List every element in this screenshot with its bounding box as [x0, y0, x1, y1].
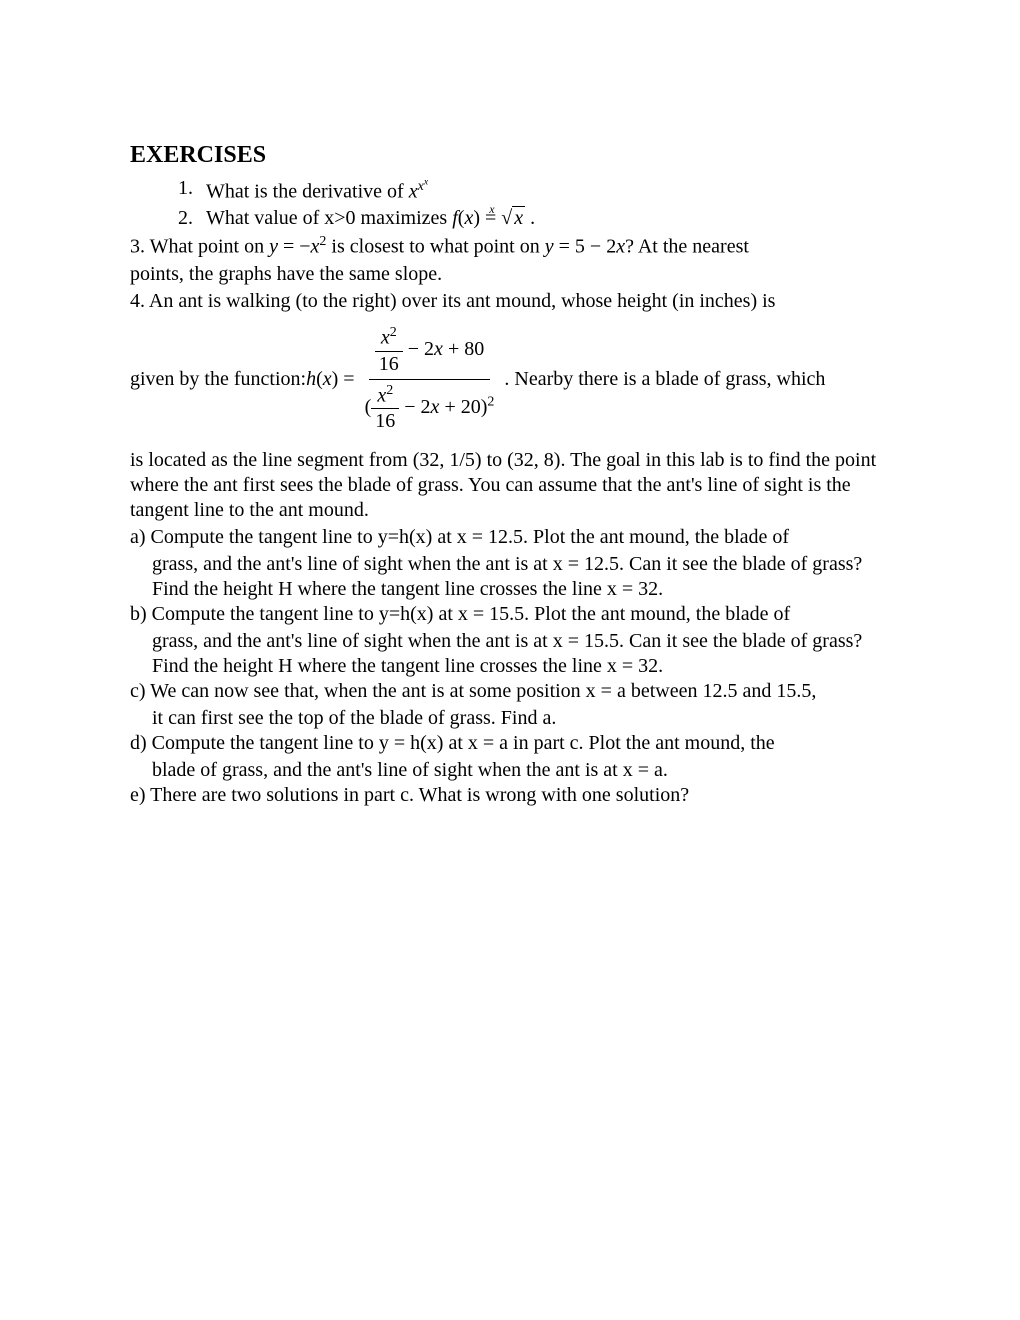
math-base: x	[409, 180, 418, 202]
q4-text: An ant is walking (to the right) over it…	[149, 290, 776, 312]
sub-item-e: e) There are two solutions in part c. Wh…	[130, 783, 890, 808]
q4-lead: given by the function:	[130, 367, 306, 392]
item-number: 2.	[178, 206, 206, 231]
radical: x √x	[501, 206, 525, 231]
sub-item-b-cont: grass, and the ant's line of sight when …	[130, 629, 890, 679]
exercise-item-3: 3. What point on y = −x2 is closest to w…	[130, 233, 890, 260]
sub-item-d: d) Compute the tangent line to y = h(x) …	[130, 731, 890, 756]
exercise-item-2: 2. What value of x>0 maximizes f(x) = x …	[178, 206, 890, 231]
q3-text: What point on	[150, 236, 269, 258]
page-title: EXERCISES	[130, 140, 890, 170]
period: .	[530, 207, 535, 229]
numerator: x2 16 − 2x + 80	[369, 322, 490, 380]
sub-item-d-cont: blade of grass, and the ant's line of si…	[130, 758, 890, 783]
sub-item-c: c) We can now see that, when the ant is …	[130, 679, 890, 704]
sub-item-a: a) Compute the tangent line to y=h(x) at…	[130, 525, 890, 550]
item-body: What value of x>0 maximizes f(x) = x √x …	[206, 206, 535, 231]
root-index: x	[489, 202, 494, 217]
exercise-list: 1. What is the derivative of xxx 2. What…	[130, 176, 890, 231]
q4-trail: . Nearby there is a blade of grass, whic…	[504, 367, 825, 392]
q2-text: What value of x>0 maximizes	[206, 207, 452, 229]
exercise-item-4: 4. An ant is walking (to the right) over…	[130, 289, 890, 314]
denominator: ( x2 16 − 2x + 20)2	[359, 380, 501, 437]
math-exp: xx	[418, 179, 429, 194]
radicand: x	[514, 207, 523, 229]
sub-item-a-cont: grass, and the ant's line of sight when …	[130, 552, 890, 602]
exercise-item-1: 1. What is the derivative of xxx	[178, 176, 890, 204]
item-number: 4.	[130, 290, 145, 312]
q1-text: What is the derivative of	[206, 180, 409, 202]
q4-body: is located as the line segment from (32,…	[130, 448, 890, 523]
q3-cont: points, the graphs have the same slope.	[130, 262, 890, 287]
inner-frac-num: x2 16	[375, 324, 403, 377]
item-number: 1.	[178, 176, 206, 204]
sub-item-c-cont: it can first see the top of the blade of…	[130, 706, 890, 731]
document-page: EXERCISES 1. What is the derivative of x…	[0, 0, 1020, 808]
sub-item-b: b) Compute the tangent line to y=h(x) at…	[130, 602, 890, 627]
item-body: What is the derivative of xxx	[206, 176, 428, 204]
function-fraction: x2 16 − 2x + 80 ( x2 16 − 2x + 20)2	[359, 322, 501, 436]
item-number: 3.	[130, 236, 145, 258]
inner-frac-den: x2 16	[371, 382, 399, 435]
q4-function-line: given by the function: h(x) = x2 16 − 2x…	[130, 316, 890, 442]
